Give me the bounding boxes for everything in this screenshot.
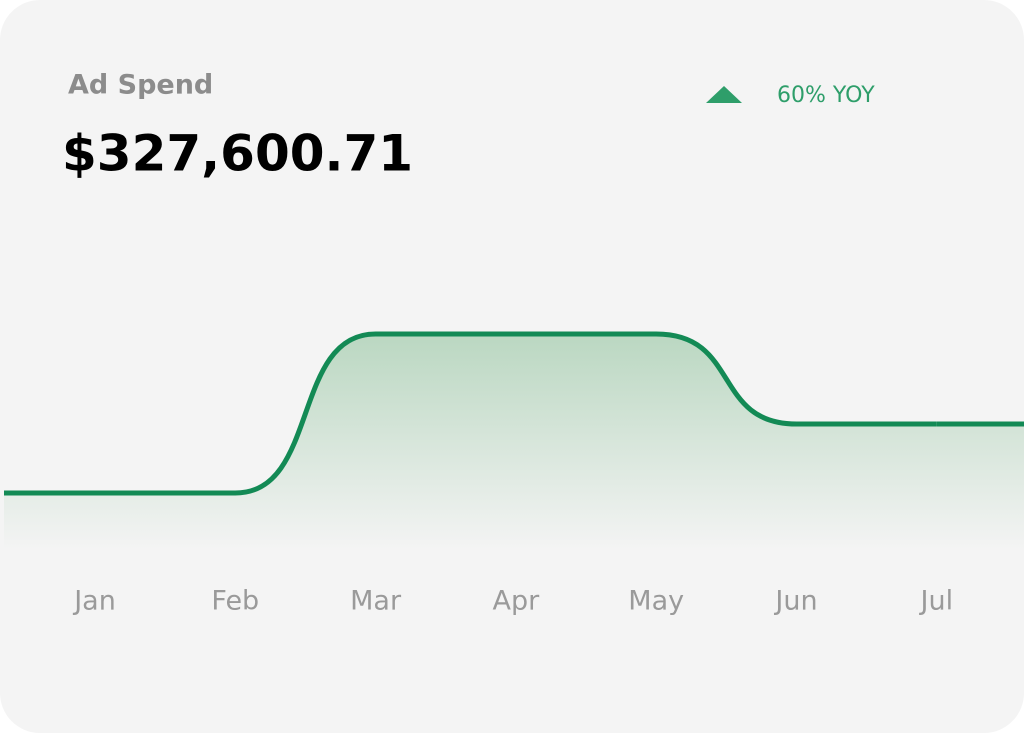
x-tick-label: Jan <box>72 586 116 617</box>
x-tick-label: Mar <box>350 586 402 617</box>
area <box>4 334 1024 550</box>
x-tick-label: Apr <box>493 586 541 617</box>
x-tick-label: Jun <box>773 586 817 617</box>
x-tick-label: Feb <box>211 586 259 617</box>
line <box>94 331 937 496</box>
amount: $327,600.71 <box>62 125 413 183</box>
trend-up-icon <box>706 86 742 103</box>
yoy-change: 60% YOY <box>777 83 875 108</box>
x-tick-label: Jul <box>919 586 954 617</box>
x-tick-label: May <box>628 586 684 617</box>
card-title: Ad Spend <box>68 70 213 101</box>
